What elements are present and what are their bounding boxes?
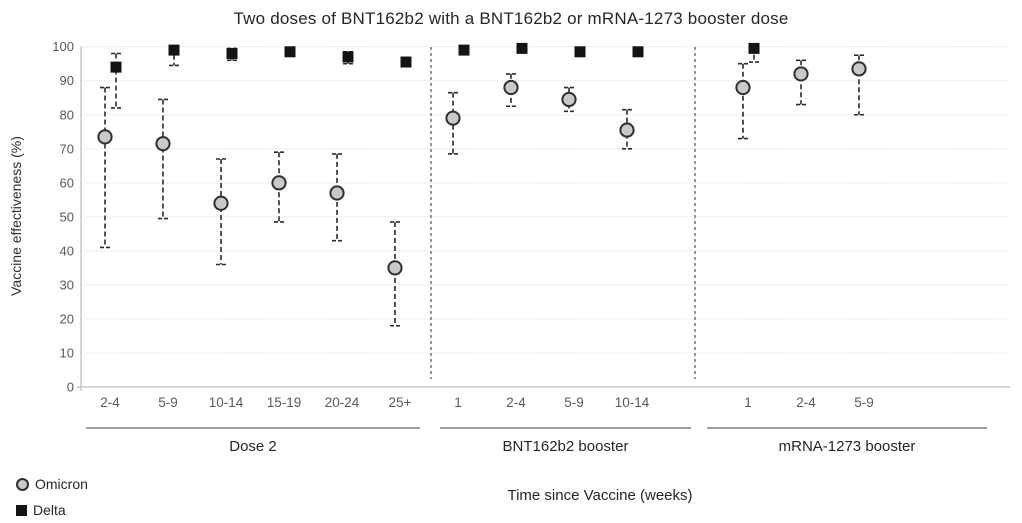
data-point-delta bbox=[574, 46, 586, 58]
x-axis-title: Time since Vaccine (weeks) bbox=[507, 487, 693, 504]
x-tick-label: 2-4 bbox=[796, 395, 816, 410]
data-point-delta bbox=[516, 42, 528, 54]
data-point-omicron bbox=[271, 175, 287, 191]
x-tick-label: 10-14 bbox=[209, 395, 244, 410]
y-tick-label: 10 bbox=[60, 345, 74, 360]
x-tick-label: 1 bbox=[454, 395, 462, 410]
x-tick-label: 5-9 bbox=[854, 395, 874, 410]
data-point-delta bbox=[400, 56, 412, 68]
y-tick-label: 20 bbox=[60, 311, 74, 326]
y-tick-label: 100 bbox=[52, 39, 74, 54]
data-point-delta bbox=[342, 51, 354, 63]
legend-item-omicron: Omicron bbox=[16, 471, 88, 497]
chart-title: Two doses of BNT162b2 with a BNT162b2 or… bbox=[233, 9, 789, 28]
x-tick-label: 20-24 bbox=[325, 395, 360, 410]
data-point-omicron bbox=[851, 61, 867, 77]
y-tick-label: 30 bbox=[60, 277, 74, 292]
delta-marker-icon bbox=[16, 504, 27, 516]
omicron-marker-icon bbox=[16, 477, 29, 491]
x-tick-label: 1 bbox=[744, 395, 752, 410]
data-point-omicron bbox=[503, 79, 519, 96]
y-tick-label: 60 bbox=[60, 175, 74, 190]
x-tick-label: 5-9 bbox=[564, 395, 584, 410]
data-point-delta bbox=[748, 42, 760, 54]
x-tick-label: 10-14 bbox=[615, 395, 650, 410]
x-tick-label: 5-9 bbox=[158, 395, 178, 410]
data-point-omicron bbox=[329, 185, 345, 201]
data-point-delta bbox=[458, 44, 470, 56]
data-point-omicron bbox=[445, 110, 461, 126]
data-point-delta bbox=[168, 44, 180, 56]
x-tick-label: 15-19 bbox=[267, 395, 302, 410]
data-point-omicron bbox=[619, 122, 635, 138]
data-point-delta bbox=[110, 61, 122, 73]
y-tick-label: 0 bbox=[67, 380, 74, 395]
group-label: mRNA-1273 booster bbox=[779, 438, 916, 455]
group-label: BNT162b2 booster bbox=[503, 438, 629, 455]
y-tick-label: 50 bbox=[60, 209, 74, 224]
y-tick-label: 40 bbox=[60, 243, 74, 258]
data-point-omicron bbox=[561, 91, 577, 108]
data-point-omicron bbox=[155, 136, 171, 152]
x-tick-label: 2-4 bbox=[506, 395, 526, 410]
legend-item-delta: Delta bbox=[16, 497, 88, 523]
y-tick-label: 80 bbox=[60, 107, 74, 122]
data-point-omicron bbox=[97, 129, 113, 145]
data-point-omicron bbox=[213, 195, 229, 211]
data-point-omicron bbox=[793, 66, 809, 82]
data-point-omicron bbox=[735, 79, 751, 96]
data-point-delta bbox=[284, 46, 296, 58]
group-label: Dose 2 bbox=[229, 438, 277, 455]
legend-label-omicron: Omicron bbox=[35, 476, 88, 492]
y-tick-label: 90 bbox=[60, 73, 74, 88]
data-point-delta bbox=[226, 48, 238, 60]
x-tick-label: 2-4 bbox=[100, 395, 120, 410]
data-point-delta bbox=[632, 46, 644, 58]
x-tick-label: 25+ bbox=[389, 395, 412, 410]
legend: Omicron Delta bbox=[16, 471, 88, 523]
data-point-omicron bbox=[387, 260, 403, 276]
legend-label-delta: Delta bbox=[33, 502, 66, 518]
y-tick-label: 70 bbox=[60, 141, 74, 156]
